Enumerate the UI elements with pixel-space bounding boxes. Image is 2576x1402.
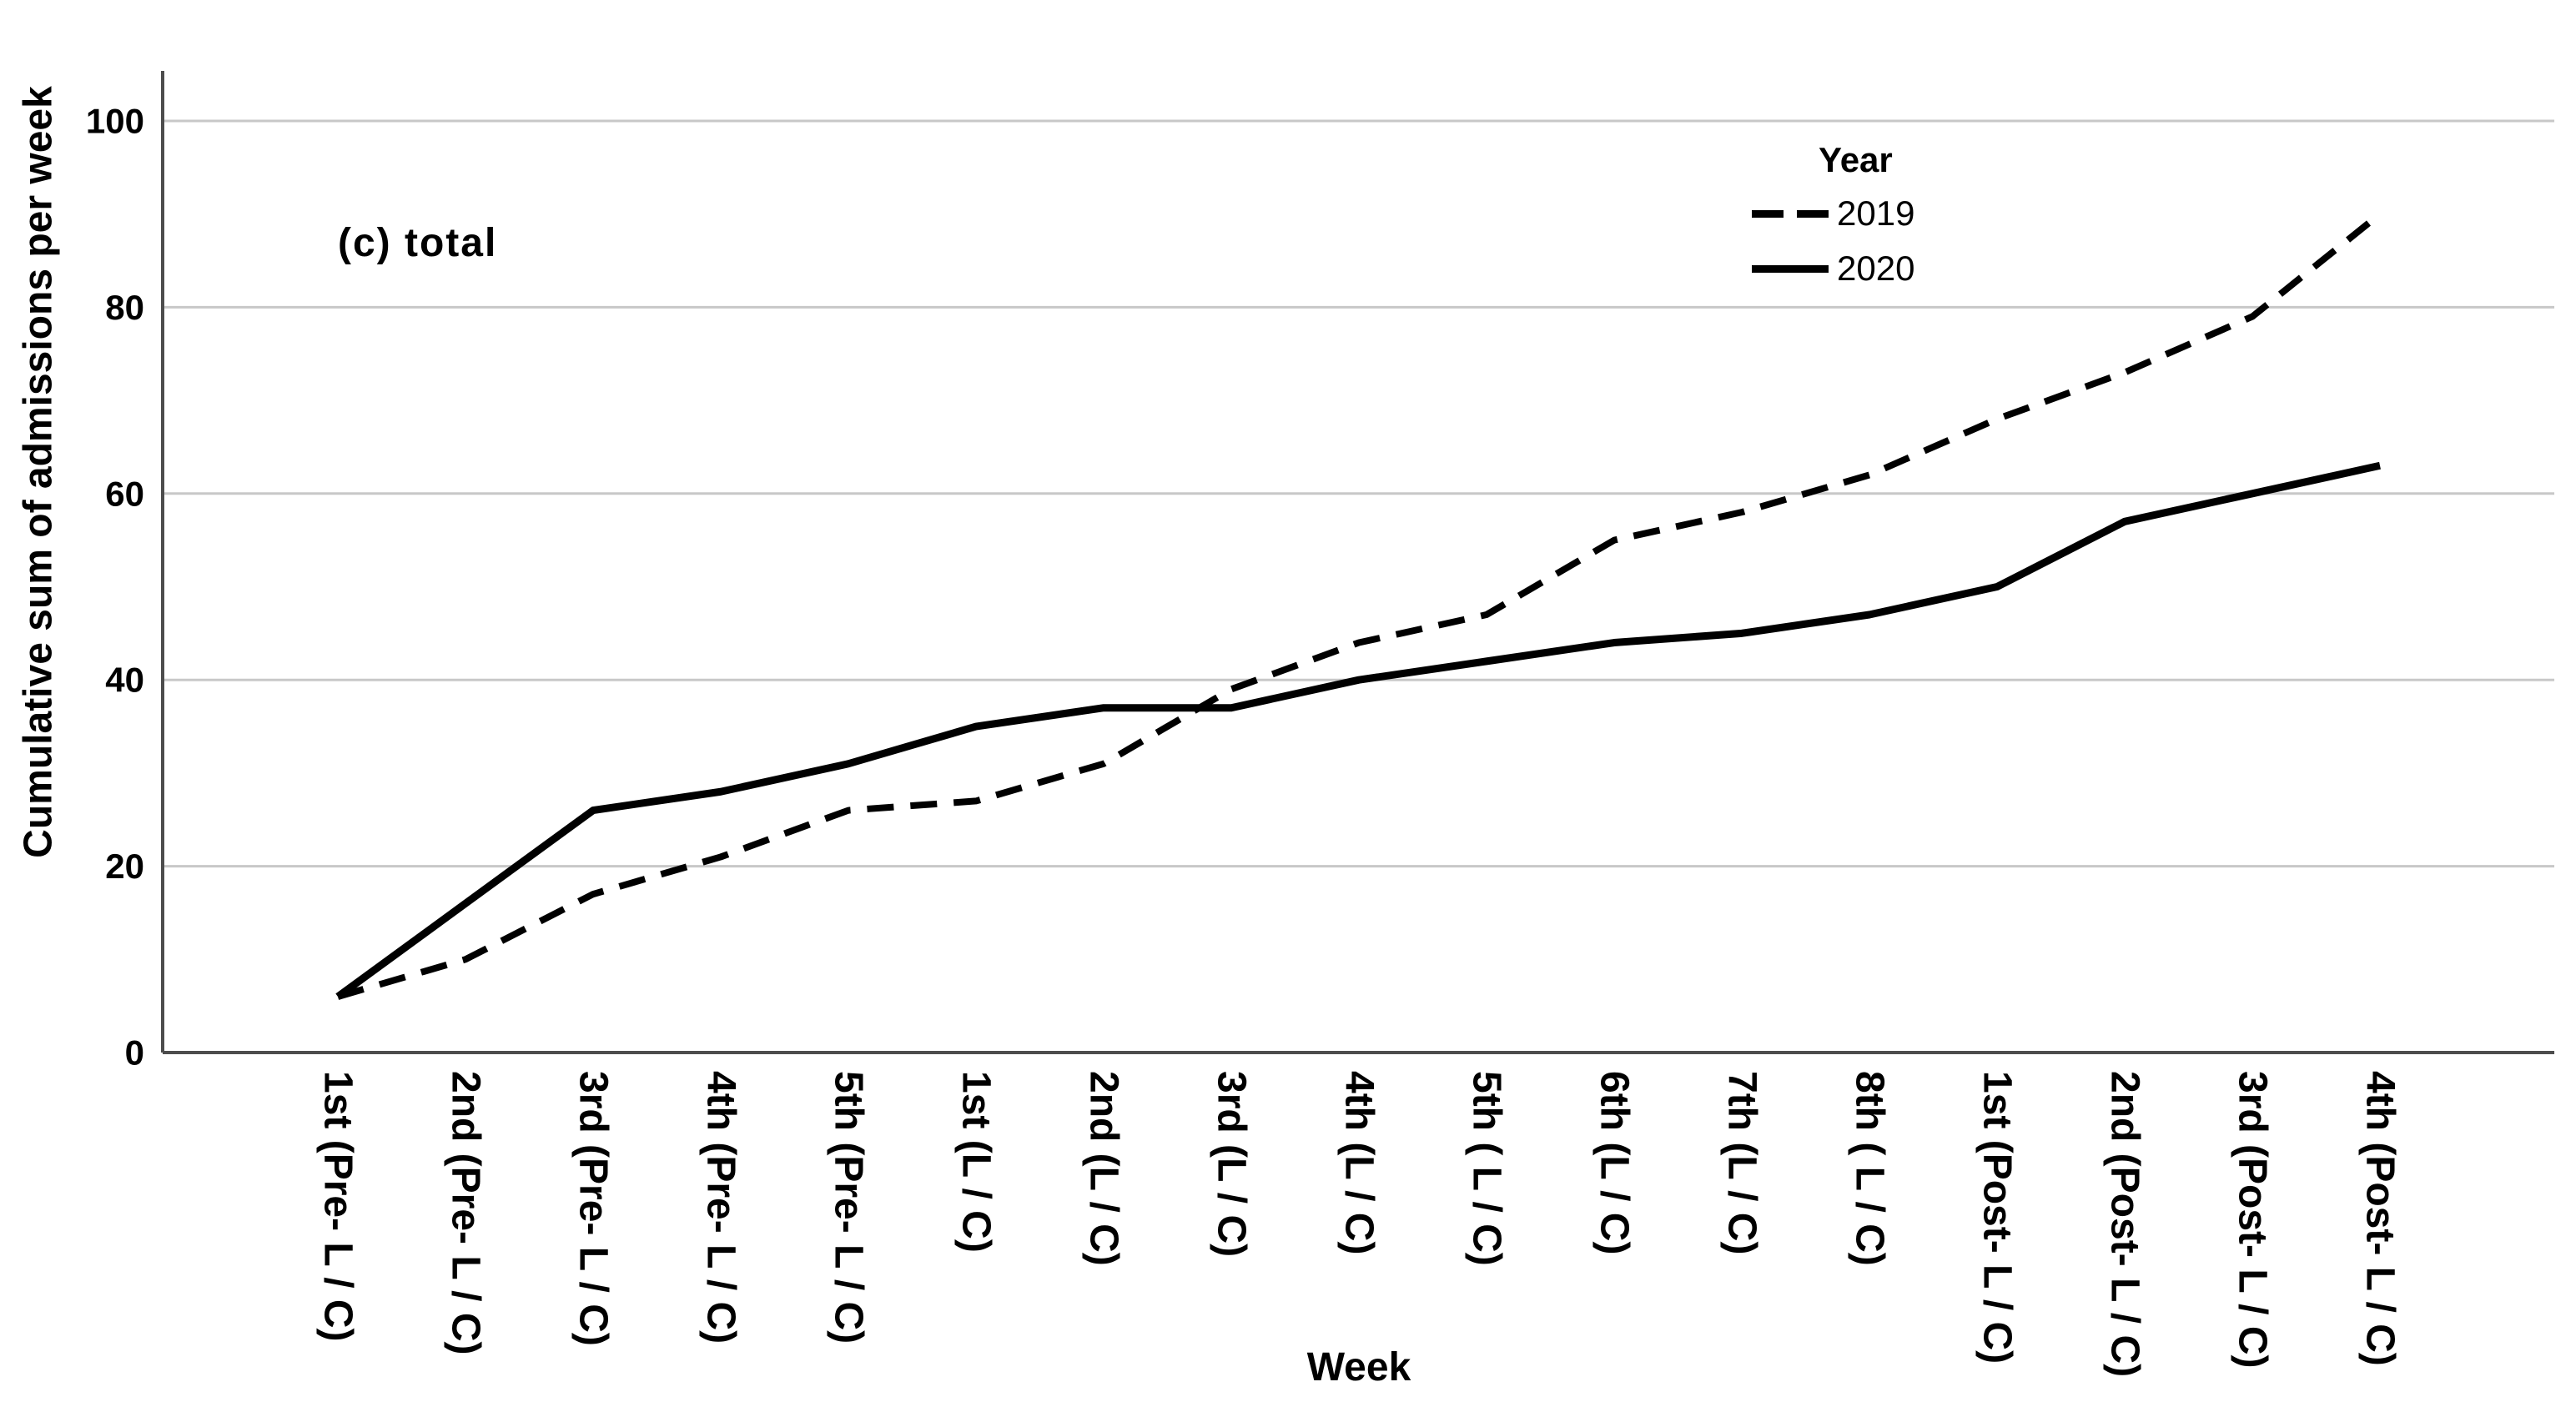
x-tick-label: 2nd (L / C) — [1082, 1071, 1126, 1266]
x-tick-label: 3rd (L / C) — [1210, 1071, 1254, 1257]
x-tick-label: 3rd (Pre- L / C) — [571, 1071, 616, 1346]
x-tick-label: 1st (Post- L / C) — [1975, 1071, 2020, 1364]
x-tick-label: 2nd (Pre- L / C) — [444, 1071, 488, 1354]
x-tick-label: 4th (Post- L / C) — [2358, 1071, 2402, 1366]
x-axis-title: Week — [1306, 1345, 1411, 1389]
x-tick-label: 5th (Pre- L / C) — [827, 1071, 871, 1344]
y-tick-label: 0 — [125, 1033, 144, 1073]
panel-label: (c) total — [338, 221, 498, 265]
y-tick-label: 40 — [105, 661, 144, 700]
legend: Year 2019 2020 — [1752, 140, 1914, 290]
x-tick-label: 1st (Pre- L / C) — [316, 1071, 360, 1342]
legend-label: 2019 — [1837, 193, 1915, 233]
legend-item-2019: 2019 — [1752, 192, 1914, 235]
dashed-line-icon — [1752, 209, 1829, 218]
y-tick-label: 60 — [105, 474, 144, 513]
series-2020-line — [335, 461, 2381, 1000]
x-tick-label: 4th (L / C) — [1337, 1071, 1381, 1254]
x-tick-label: 8th ( L / C) — [1848, 1071, 1892, 1266]
legend-item-2020: 2020 — [1752, 247, 1914, 290]
series-2019-line — [336, 211, 2382, 1000]
y-tick-label: 100 — [86, 102, 144, 141]
x-tick-label: 3rd (Post- L / C) — [2231, 1071, 2275, 1368]
legend-label: 2020 — [1837, 249, 1915, 288]
x-tick-label: 1st (L / C) — [954, 1071, 999, 1253]
legend-title: Year — [1819, 140, 1893, 179]
x-tick-label: 6th (L / C) — [1592, 1071, 1637, 1254]
x-tick-label: 4th (Pre- L / C) — [699, 1071, 743, 1344]
solid-line-icon — [1752, 264, 1829, 273]
y-tick-label: 80 — [105, 288, 144, 327]
x-tick-label: 2nd (Post- L / C) — [2103, 1071, 2147, 1377]
y-tick-label: 20 — [105, 847, 144, 886]
y-axis-title: Cumulative sum of admissions per week — [16, 86, 61, 858]
x-tick-label: 7th (L / C) — [1720, 1071, 1764, 1254]
x-tick-label: 5th ( L / C) — [1465, 1071, 1509, 1266]
